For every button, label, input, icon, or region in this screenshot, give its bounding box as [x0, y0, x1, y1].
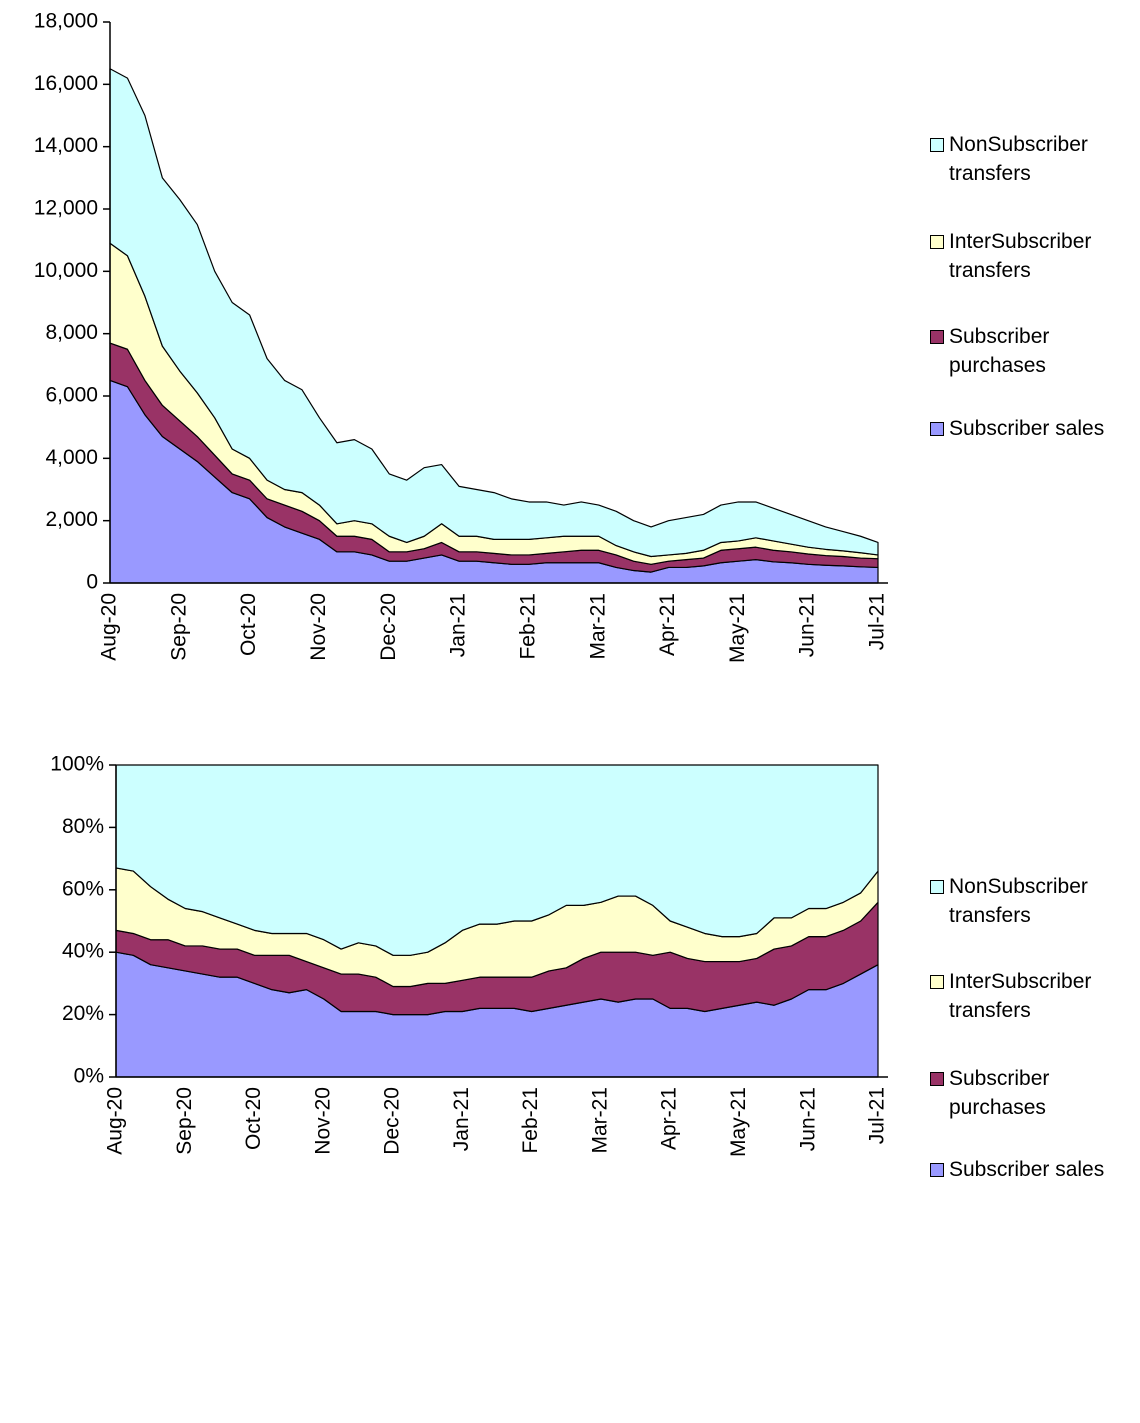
x-tick-label: Aug-20 — [104, 1087, 127, 1155]
x-tick-label: Oct-20 — [237, 593, 260, 656]
x-tick-label: Feb-21 — [519, 1087, 542, 1154]
legend-swatch — [930, 975, 944, 989]
x-tick-label: Jul-21 — [866, 1087, 889, 1144]
y-tick-label: 0% — [74, 1065, 104, 1088]
y-tick-label: 40% — [62, 940, 104, 963]
y-tick-label: 10,000 — [34, 259, 98, 282]
y-tick-label: 8,000 — [45, 321, 98, 344]
y-tick-label: 60% — [62, 877, 104, 900]
legend-swatch — [930, 880, 944, 894]
x-tick-label: Apr-21 — [658, 1087, 681, 1150]
x-tick-label: Apr-21 — [656, 593, 679, 656]
legend-swatch — [930, 1163, 944, 1177]
y-tick-label: 14,000 — [34, 134, 98, 157]
x-tick-label: Nov-20 — [307, 593, 330, 661]
x-tick-label: May-21 — [726, 593, 749, 663]
y-tick-label: 16,000 — [34, 72, 98, 95]
x-tick-label: Feb-21 — [516, 593, 539, 660]
y-tick-label: 4,000 — [45, 446, 98, 469]
legend-label: NonSubscriber transfers — [949, 133, 1088, 185]
x-tick-label: Jun-21 — [796, 593, 819, 657]
legend-swatch — [930, 138, 944, 152]
x-tick-label: Aug-20 — [98, 593, 121, 661]
x-tick-label: Nov-20 — [311, 1087, 334, 1155]
x-tick-label: Jul-21 — [866, 593, 889, 650]
legend-label: Subscriber purchases — [949, 1067, 1050, 1119]
x-tick-label: Mar-21 — [588, 1087, 611, 1154]
y-tick-label: 6,000 — [45, 384, 98, 407]
x-tick-label: Jan-21 — [447, 593, 470, 657]
x-tick-label: Dec-20 — [377, 593, 400, 661]
x-tick-label: Sep-20 — [173, 1087, 196, 1155]
legend-label: Subscriber purchases — [949, 325, 1050, 377]
y-tick-label: 80% — [62, 815, 104, 838]
x-tick-label: Jun-21 — [796, 1087, 819, 1151]
x-tick-label: Sep-20 — [167, 593, 190, 661]
x-tick-label: Dec-20 — [381, 1087, 404, 1155]
area — [109, 68, 879, 558]
legend-label: Subscriber sales — [949, 417, 1105, 440]
legend-swatch — [930, 235, 944, 249]
legend-label: Subscriber sales — [949, 1158, 1105, 1181]
y-tick-label: 2,000 — [45, 508, 98, 531]
legend-label: NonSubscriber transfers — [949, 875, 1088, 927]
y-tick-label: 0 — [86, 571, 98, 594]
x-tick-label: Mar-21 — [586, 593, 609, 660]
legend-label: InterSubscriber transfers — [949, 970, 1092, 1022]
x-tick-label: May-21 — [727, 1087, 750, 1157]
legend-swatch — [930, 422, 944, 436]
y-tick-label: 18,000 — [34, 10, 98, 33]
y-tick-label: 20% — [62, 1002, 104, 1025]
x-tick-label: Jan-21 — [450, 1087, 473, 1151]
legend-swatch — [930, 1072, 944, 1086]
legend-label: InterSubscriber transfers — [949, 230, 1092, 282]
y-tick-label: 12,000 — [34, 197, 98, 220]
y-tick-label: 100% — [50, 753, 104, 776]
area — [115, 764, 879, 956]
x-tick-label: Oct-20 — [242, 1087, 265, 1150]
legend-swatch — [930, 330, 944, 344]
